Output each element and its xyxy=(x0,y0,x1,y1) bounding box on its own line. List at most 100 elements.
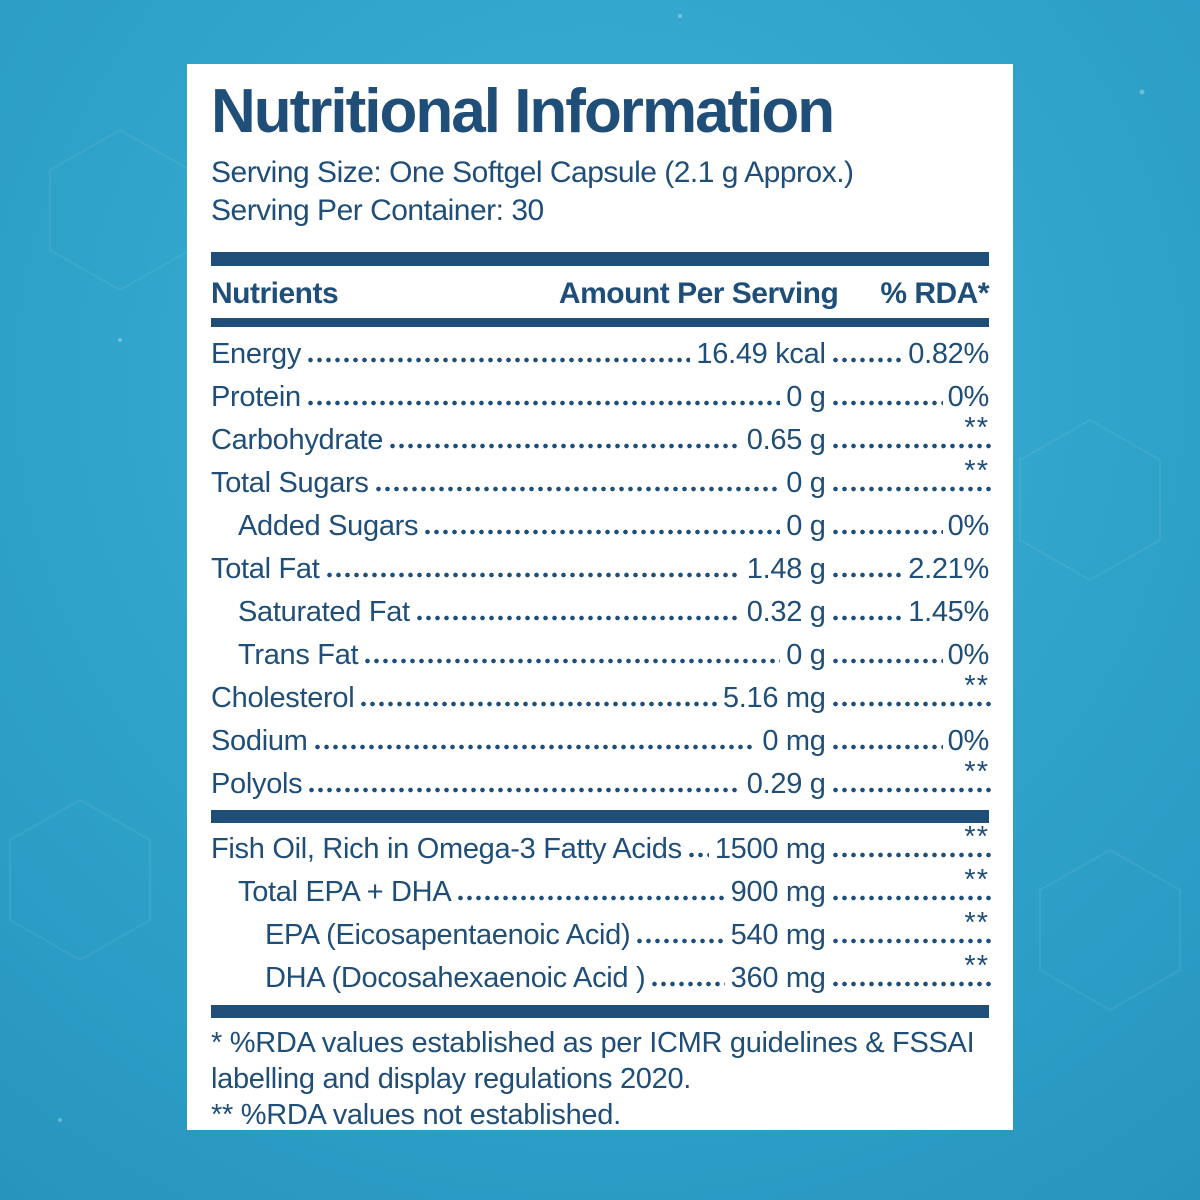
nutrient-name: Protein xyxy=(211,381,301,413)
rda-value: ** xyxy=(964,412,989,444)
row-left-group: Cholesterol 5.16 mg xyxy=(211,677,826,720)
nutrient-amount: 0.32 g xyxy=(746,596,826,628)
nutrient-amount: 1500 mg xyxy=(714,833,826,865)
dot-leader xyxy=(830,443,992,449)
column-header-nutrients: Nutrients xyxy=(211,277,339,310)
dot-leader xyxy=(830,787,992,793)
row-left-group: Energy 16.49 kcal xyxy=(211,333,826,376)
dot-leader xyxy=(830,895,992,901)
dot-leader xyxy=(830,486,992,492)
dot-leader xyxy=(307,787,741,793)
nutrient-name: Carbohydrate xyxy=(211,424,384,456)
row-left-group: Added Sugars 0 g xyxy=(211,505,826,548)
dot-leader xyxy=(830,400,943,406)
rda-value: ** xyxy=(964,864,989,896)
table-row: Trans Fat 0 g 0% xyxy=(211,634,989,677)
nutrition-label-card: Nutritional Information Serving Size: On… xyxy=(187,64,1013,1131)
rda-value: ** xyxy=(964,455,989,487)
nutrient-amount: 0.65 g xyxy=(746,424,826,456)
divider-under-header xyxy=(211,318,989,327)
nutrient-amount: 0 g xyxy=(786,381,826,413)
dot-leader xyxy=(686,852,709,858)
dot-leader xyxy=(830,658,943,664)
dot-leader xyxy=(830,701,992,707)
footnote: ** %RDA values not established. xyxy=(211,1099,621,1131)
dot-leader xyxy=(359,701,717,707)
table-row: Total Sugars 0 g ** xyxy=(211,455,992,505)
nutrient-name: Cholesterol xyxy=(211,682,355,714)
rda-value: ** xyxy=(964,907,989,939)
nutrient-name: Total Fat xyxy=(211,553,320,585)
dot-leader xyxy=(830,938,992,944)
dot-leader xyxy=(423,529,781,535)
nutrient-amount: 0 g xyxy=(786,510,826,542)
rda-value: ** xyxy=(964,670,989,702)
nutrient-amount: 0.29 g xyxy=(746,768,826,800)
divider-top-thick xyxy=(211,252,989,266)
table-row: Saturated Fat 0.32 g 1.45% xyxy=(211,591,989,634)
table-row: Protein 0 g 0% xyxy=(211,376,989,419)
nutrient-amount: 5.16 mg xyxy=(722,682,826,714)
nutrient-amount: 16.49 kcal xyxy=(696,338,826,370)
dot-leader xyxy=(363,658,781,664)
dot-leader xyxy=(324,572,741,578)
row-left-group: Trans Fat 0 g xyxy=(211,634,826,677)
rda-value: 2.21% xyxy=(908,553,989,585)
dot-leader xyxy=(650,981,725,987)
rda-value: 0% xyxy=(947,510,990,542)
table-row: EPA (Eicosapentaenoic Acid) 540 mg ** xyxy=(211,907,992,957)
nutrient-amount: 0 mg xyxy=(762,725,826,757)
row-left-group: Polyols 0.29 g xyxy=(211,763,826,806)
table-row: Polyols 0.29 g ** xyxy=(211,756,992,806)
table-row: DHA (Docosahexaenoic Acid ) 360 mg ** xyxy=(211,950,992,1000)
rda-value: 0% xyxy=(947,725,990,757)
nutrient-amount: 540 mg xyxy=(730,919,826,951)
nutrients-table: Energy 16.49 kcal 0.82% Protein 0 g 0% Carbohy… xyxy=(211,333,992,806)
nutrient-name: Added Sugars xyxy=(238,510,419,542)
column-header-rda: % RDA* xyxy=(880,277,989,310)
nutrient-amount: 0 g xyxy=(786,639,826,671)
nutrient-name: DHA (Docosahexaenoic Acid ) xyxy=(265,962,646,994)
row-left-group: Total EPA + DHA 900 mg xyxy=(211,871,826,914)
row-left-group: Saturated Fat 0.32 g xyxy=(211,591,826,634)
row-left-group: Total Sugars 0 g xyxy=(211,462,826,505)
table-row: Total EPA + DHA 900 mg ** xyxy=(211,864,992,914)
table-row: Carbohydrate 0.65 g ** xyxy=(211,412,992,462)
table-row: Added Sugars 0 g 0% xyxy=(211,505,989,548)
omega-table: Fish Oil, Rich in Omega-3 Fatty Acids 150… xyxy=(211,821,992,1000)
table-row: Total Fat 1.48 g 2.21% xyxy=(211,548,989,591)
row-left-group: EPA (Eicosapentaenoic Acid) 540 mg xyxy=(211,914,826,957)
row-left-group: Protein 0 g xyxy=(211,376,826,419)
dot-leader xyxy=(388,443,741,449)
nutrient-amount: 900 mg xyxy=(730,876,826,908)
rda-value: 0% xyxy=(947,639,990,671)
table-row: Fish Oil, Rich in Omega-3 Fatty Acids 150… xyxy=(211,821,992,871)
nutrient-name: Energy xyxy=(211,338,302,370)
row-left-group: Sodium 0 mg xyxy=(211,720,826,763)
divider-bottom-thick xyxy=(211,1005,989,1018)
dot-leader xyxy=(414,615,741,621)
dot-leader xyxy=(830,852,992,858)
dot-leader xyxy=(830,981,992,987)
dot-leader xyxy=(456,895,725,901)
rda-value: 0% xyxy=(947,381,990,413)
dot-leader xyxy=(830,529,943,535)
nutrient-name: Polyols xyxy=(211,768,303,800)
rda-value: ** xyxy=(964,756,989,788)
nutrient-name: Sodium xyxy=(211,725,308,757)
dot-leader xyxy=(635,938,725,944)
table-row: Cholesterol 5.16 mg ** xyxy=(211,670,992,720)
dot-leader xyxy=(830,615,904,621)
nutrient-name: Trans Fat xyxy=(238,639,359,671)
footnote: * %RDA values established as per ICMR gu… xyxy=(211,1027,975,1095)
dot-leader xyxy=(312,744,757,750)
rda-value: ** xyxy=(964,950,989,982)
dot-leader xyxy=(830,357,904,363)
nutrient-name: Total Sugars xyxy=(211,467,369,499)
nutrient-name: Saturated Fat xyxy=(238,596,410,628)
nutrient-name: Fish Oil, Rich in Omega-3 Fatty Acids xyxy=(211,833,682,865)
rda-value: 0.82% xyxy=(908,338,989,370)
dot-leader xyxy=(306,357,691,363)
serving-size-text: Serving Size: One Softgel Capsule (2.1 g… xyxy=(211,156,854,189)
